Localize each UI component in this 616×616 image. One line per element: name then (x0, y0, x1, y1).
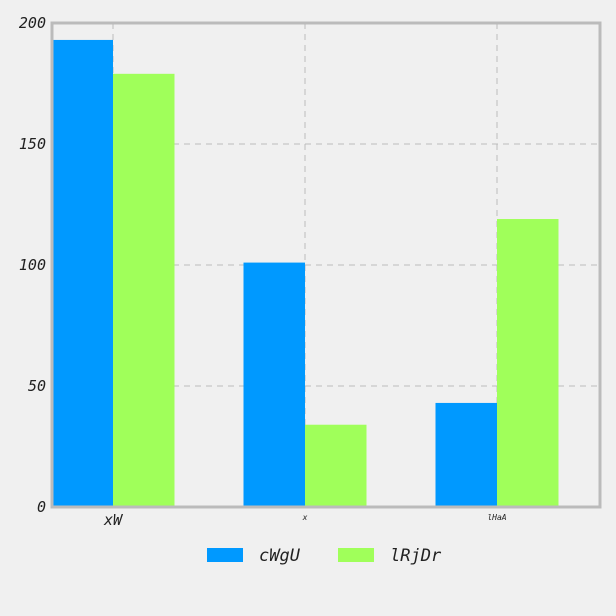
bar-lRjDr-x (305, 425, 367, 507)
bar-cWgU-xW (52, 40, 114, 507)
x-tick-label: xW (103, 511, 124, 529)
legend-label: cWgU (259, 546, 301, 566)
legend-swatch (338, 548, 374, 562)
y-tick-label: 50 (28, 377, 46, 395)
y-tick-label: 150 (19, 135, 46, 153)
legend: cWgU lRjDr (207, 546, 442, 566)
x-tick-label: x (302, 513, 308, 522)
bar-cWgU-x (244, 263, 306, 507)
y-tick-label: 200 (19, 14, 46, 32)
y-tick-label: 0 (37, 498, 46, 516)
legend-swatch (207, 548, 243, 562)
x-tick-label: lHaA (487, 513, 506, 522)
y-tick-label: 100 (19, 256, 46, 274)
bars (52, 40, 559, 507)
bar-lRjDr-lHaA (497, 219, 559, 507)
bar-lRjDr-xW (113, 74, 175, 507)
legend-label: lRjDr (390, 546, 442, 566)
legend-item-cWgU: cWgU (207, 546, 301, 566)
x-axis-ticks: xW x lHaA (103, 511, 507, 529)
legend-item-lRjDr: lRjDr (338, 546, 442, 566)
bar-cWgU-lHaA (436, 403, 498, 507)
y-axis-ticks: 0 50 100 150 200 (19, 14, 46, 516)
